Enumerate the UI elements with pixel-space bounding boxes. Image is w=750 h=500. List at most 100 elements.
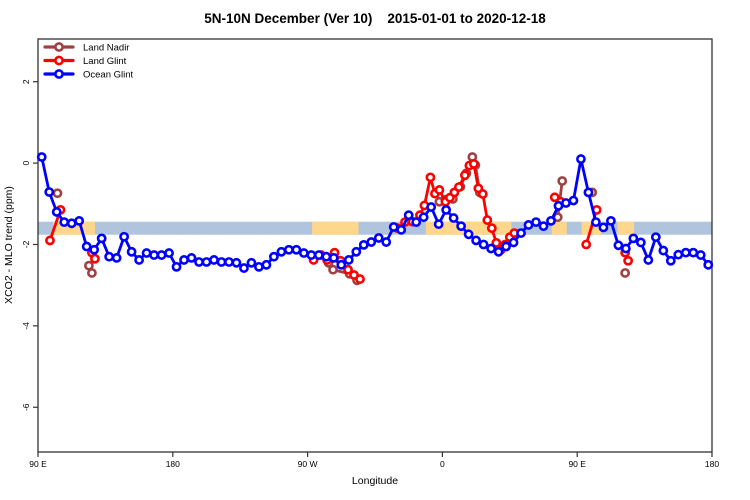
x-tick-label: 90 E <box>29 459 47 469</box>
series-ocean-glint-marker <box>531 217 541 228</box>
series-ocean-glint-marker <box>606 215 616 226</box>
x-tick-label: 0 <box>440 459 445 469</box>
series-ocean-glint-marker <box>381 237 392 247</box>
series-ocean-glint-marker <box>433 219 444 230</box>
series-ocean-glint-marker <box>486 243 496 254</box>
series-ocean-glint-marker <box>508 237 519 248</box>
y-tick-label: -4 <box>21 322 31 330</box>
series-ocean-glint-marker <box>538 221 549 232</box>
series-ocean-glint-marker <box>306 250 317 260</box>
series-ocean-glint-marker <box>81 241 92 252</box>
series-ocean-glint-marker <box>403 210 414 221</box>
series-ocean-glint-marker <box>321 251 332 262</box>
series-ocean-glint-marker <box>51 207 62 217</box>
series-ocean-glint-marker <box>44 187 55 197</box>
series-ocean-glint-marker <box>283 244 294 255</box>
series-ocean-glint-marker <box>523 220 534 230</box>
series-land-glint-marker <box>491 237 502 248</box>
series-ocean-glint-marker <box>366 237 377 247</box>
series-ocean-glint-marker <box>298 248 309 258</box>
series-ocean-glint-marker <box>613 240 624 251</box>
series-ocean-glint-marker <box>111 253 122 263</box>
land-band-segment <box>312 221 359 235</box>
series-ocean-glint-marker <box>635 237 646 248</box>
series-land-glint-marker <box>623 255 634 266</box>
series-ocean-glint-marker <box>463 229 474 240</box>
x-tick-label: 180 <box>166 459 180 469</box>
chart-title: 5N-10N December (Ver 10) 2015-01-01 to 2… <box>204 11 546 26</box>
series-land-nadir-marker <box>557 176 568 186</box>
series-ocean-glint-line <box>40 155 710 270</box>
series-ocean-glint-marker <box>66 218 77 229</box>
series-ocean-glint-marker <box>96 233 107 244</box>
series-ocean-glint-marker <box>643 255 654 265</box>
series-ocean-glint-marker <box>680 247 691 258</box>
plot-box <box>37 38 713 453</box>
series-ocean-glint-marker <box>688 247 699 258</box>
y-tick-label: 0 <box>21 160 31 165</box>
y-tick-label: -2 <box>21 240 31 248</box>
series-ocean-glint-marker <box>553 200 564 211</box>
series-land-glint-marker <box>486 223 497 234</box>
series-ocean-glint-marker <box>583 187 594 198</box>
series-ocean-glint-marker <box>291 244 302 255</box>
series-ocean-glint-marker <box>231 257 242 268</box>
series-land-glint-marker <box>343 264 353 275</box>
series-land-glint-marker <box>425 172 436 183</box>
legend-label-land-nadir: Land Nadir <box>83 43 129 54</box>
series-ocean-glint-marker <box>418 212 429 223</box>
series-ocean-glint-marker <box>501 241 511 252</box>
series-land-glint-marker <box>459 170 470 181</box>
series-ocean-glint-marker <box>36 152 47 162</box>
series-ocean-glint-marker <box>224 257 234 267</box>
series-ocean-glint-marker <box>673 249 684 260</box>
series-ocean-glint-marker <box>388 222 399 232</box>
x-tick-label: 90 E <box>568 459 586 469</box>
series-land-glint-marker <box>434 185 445 195</box>
series-ocean-glint-marker <box>598 222 609 233</box>
series-ocean-glint-marker <box>695 250 706 260</box>
series-ocean-glint-marker <box>141 248 152 258</box>
legend-marker-circle <box>54 69 64 79</box>
legend-markers <box>43 42 75 79</box>
series-ocean-glint-marker <box>471 235 481 246</box>
series-land-glint-marker <box>468 159 479 169</box>
series-ocean-glint-marker <box>546 215 556 226</box>
land-band-segment <box>551 221 567 235</box>
x-tick-label: 180 <box>705 459 719 469</box>
series-ocean-glint-marker <box>239 263 249 273</box>
series-ocean-glint-marker <box>665 255 676 266</box>
series-ocean-glint-marker <box>254 261 264 272</box>
series-ocean-glint-marker <box>186 253 197 263</box>
series-ocean-glint-marker <box>620 243 631 254</box>
series-land-glint-marker <box>453 182 464 193</box>
series-ocean-glint-marker <box>336 259 347 270</box>
series-land-glint-marker <box>581 239 592 250</box>
series-ocean-glint-marker <box>516 228 526 238</box>
series-ocean-glint-marker <box>703 259 714 270</box>
series-ocean-glint-marker <box>126 246 137 257</box>
series-ocean-glint-marker <box>104 251 115 262</box>
series-ocean-glint-marker <box>351 246 362 257</box>
series-ocean-glint-marker <box>201 257 212 267</box>
series-ocean-glint-marker <box>134 255 144 265</box>
series-ocean-glint-marker <box>456 221 467 232</box>
series-ocean-glint-marker <box>276 246 287 257</box>
series-ocean-glint-marker <box>373 233 384 243</box>
series-ocean-glint-marker <box>448 213 459 223</box>
legend-marker-circle <box>54 55 64 66</box>
x-tick-label: 90 W <box>298 459 318 469</box>
series-ocean-glint-marker <box>591 217 601 228</box>
plot-area: 90 E 180 90 W 0 90 E 180 2 0 -2 -4 -6 <box>21 38 719 469</box>
series-land-nadir-marker <box>328 264 338 275</box>
series-ocean-glint-marker <box>246 257 257 268</box>
series-ocean-glint-marker <box>194 257 204 267</box>
series-ocean-glint-marker <box>493 246 504 257</box>
series-ocean-glint-marker <box>268 251 279 262</box>
y-tick-label: -6 <box>21 403 31 411</box>
legend-marker-circle <box>54 42 64 52</box>
series-ocean-glint-marker <box>89 244 100 255</box>
series-land-glint-marker <box>477 189 488 199</box>
